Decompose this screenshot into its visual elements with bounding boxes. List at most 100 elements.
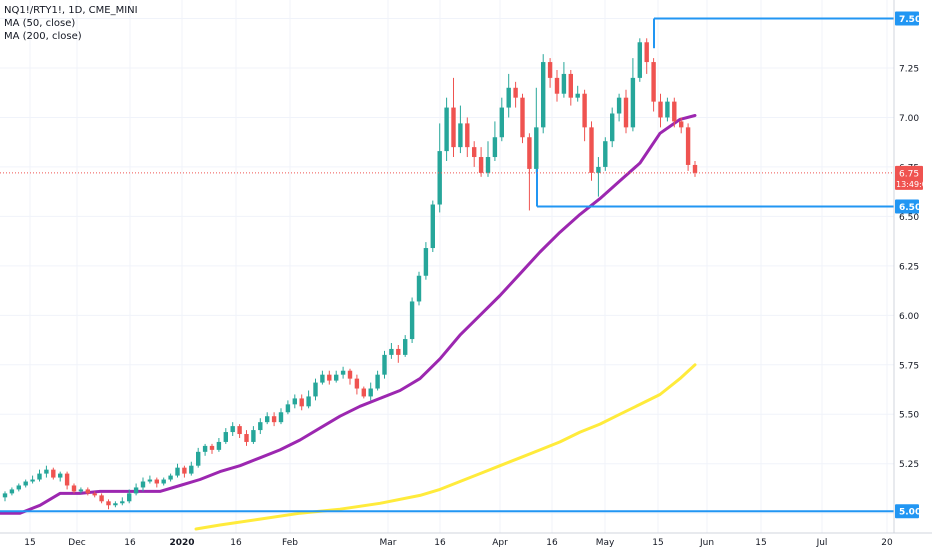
time-tick-label: 16 <box>230 538 242 548</box>
candle-body <box>416 275 422 302</box>
candle-up <box>202 443 208 456</box>
candle-body <box>51 469 56 478</box>
candle-down <box>582 89 587 142</box>
time-tick-label: Feb <box>282 538 298 548</box>
candle-body <box>9 489 15 494</box>
time-tick-label: 15 <box>652 538 663 548</box>
candle-body <box>230 426 235 433</box>
candle-up <box>416 271 422 306</box>
candle-up <box>306 390 311 409</box>
ma50-series <box>0 114 697 515</box>
candle-body <box>692 164 698 173</box>
candle-down <box>554 69 560 102</box>
candle-down <box>672 97 677 128</box>
candle-body <box>223 432 228 442</box>
current-price-value: 6.75 <box>899 169 919 179</box>
candle-up <box>2 491 8 502</box>
candle-body <box>64 473 70 486</box>
candle-body <box>679 121 684 128</box>
price-tick-label: 6.00 <box>899 312 919 322</box>
candle-up <box>230 422 235 437</box>
candle-down <box>644 38 649 74</box>
level-badge-label: 5.00 <box>899 508 921 518</box>
candle-body <box>610 113 615 142</box>
candle-body <box>568 73 573 98</box>
price-axis[interactable]: 7.50 7.25 7.00 6.75 6.50 6.25 6.00 5.75 5.50 5.25… <box>893 0 919 533</box>
candle-body <box>189 465 194 474</box>
chart-legend: NQ1!/RTY1!, 1D, CME_MINI MA (50, close) … <box>4 4 138 43</box>
candle-up <box>37 469 42 482</box>
time-axis[interactable]: 15 Dec 16 2020 16 Feb Mar 16 Apr 16 May 15 Jun 15 Jul 2… <box>0 532 932 548</box>
candle-body <box>327 374 332 381</box>
candle-up <box>596 157 601 197</box>
candle-body <box>575 93 580 98</box>
candle-up <box>610 107 615 148</box>
candle-up <box>265 412 270 425</box>
candle-up <box>223 428 228 444</box>
candle-down <box>354 374 360 395</box>
level-badge-bg <box>895 199 919 214</box>
candle-up <box>113 501 118 508</box>
candle-up <box>389 343 394 359</box>
candle-body <box>485 157 491 173</box>
candle-down <box>347 368 353 385</box>
horizontal-levels[interactable] <box>0 17 894 513</box>
legend-ma50[interactable]: MA (50, close) <box>4 18 76 29</box>
candle-body <box>637 42 642 78</box>
level-badge: 6.50 <box>895 199 921 214</box>
candle-body <box>168 475 173 480</box>
candle-body <box>589 127 594 173</box>
candle-down <box>299 394 304 411</box>
candle-up <box>430 200 435 253</box>
current-price-badge-bg <box>895 165 923 190</box>
candle-body <box>672 101 677 122</box>
candle-body <box>258 422 263 431</box>
candle-body <box>444 107 449 152</box>
time-tick-label: Jul <box>816 538 828 548</box>
candle-body <box>478 157 484 173</box>
price-tick-label: 5.75 <box>899 361 919 371</box>
candle-body <box>244 434 249 442</box>
candle-body <box>320 374 325 383</box>
candle-body <box>465 123 470 148</box>
candle-body <box>285 404 291 413</box>
candle-body <box>347 370 353 379</box>
candle-body <box>685 127 691 165</box>
candle-body <box>603 141 608 167</box>
candle-body <box>37 473 42 480</box>
candle-body <box>182 467 187 474</box>
time-tick-label: Jun <box>699 538 714 548</box>
candle-body <box>140 481 146 488</box>
candle-down <box>396 344 401 363</box>
candle-body <box>251 430 256 442</box>
candle-down <box>327 370 332 385</box>
time-tick-label: 15 <box>24 538 35 548</box>
candle-body <box>99 495 104 502</box>
candle-body <box>472 147 477 158</box>
legend-symbol[interactable]: NQ1!/RTY1!, 1D, CME_MINI <box>4 5 138 16</box>
candle-up <box>258 418 263 435</box>
candle-body <box>196 451 201 466</box>
candle-down <box>92 491 97 498</box>
candle-up <box>9 487 15 496</box>
ma200-line <box>194 363 697 531</box>
candle-up <box>506 73 511 118</box>
candle-down <box>209 443 215 454</box>
time-tick-label: 2020 <box>169 538 194 548</box>
candle-body <box>396 348 401 355</box>
legend-ma200[interactable]: MA (200, close) <box>4 31 82 42</box>
candle-body <box>127 493 132 502</box>
candle-body <box>630 77 636 128</box>
candle-down <box>623 89 629 134</box>
level-badge-label: 6.50 <box>899 203 921 213</box>
candle-up <box>189 461 194 476</box>
time-tick-label: May <box>596 538 615 548</box>
candle-up <box>541 54 546 134</box>
price-tick-label: 7.00 <box>899 114 919 124</box>
candle-body <box>340 370 346 375</box>
candle-up <box>16 483 21 492</box>
time-tick-label: Apr <box>492 538 508 548</box>
candle-body <box>541 62 546 128</box>
